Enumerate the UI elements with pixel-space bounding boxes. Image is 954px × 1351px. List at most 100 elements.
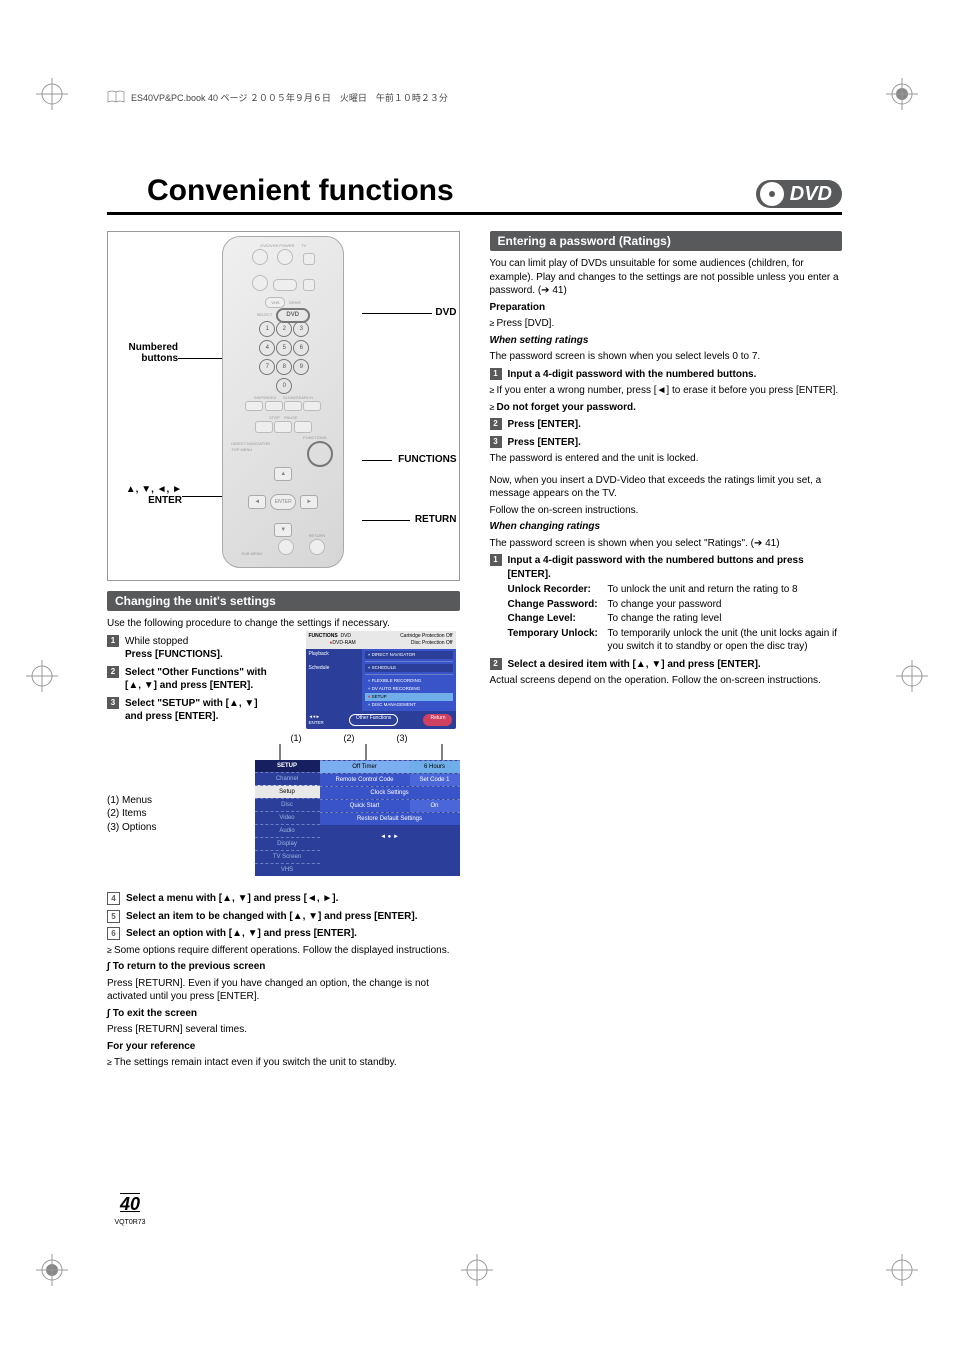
remote-diagram: DVD Numbered buttons FUNCTIONS ▲, ▼, ◄, … <box>107 231 460 581</box>
skip-l <box>245 401 263 411</box>
num-8: 8 <box>276 359 292 375</box>
step-num-1: 1 <box>490 554 502 566</box>
osd2-legend: (1) Menus (2) Items (3) Options <box>107 794 156 877</box>
step6-text: Select an option with [▲, ▼] and press [… <box>126 928 354 939</box>
left-column: DVD Numbered buttons FUNCTIONS ▲, ▼, ◄, … <box>107 231 460 1073</box>
step-4: 4 Select a menu with [▲, ▼] and press [◄… <box>107 892 460 906</box>
step-num-6: 6 <box>107 927 120 940</box>
prep-heading: Preparation <box>490 302 546 313</box>
right-after2b: Follow the on-screen instructions. <box>490 504 843 518</box>
prep-text: Press [DVD]. <box>490 317 843 331</box>
page-content: ES40VP&PC.book 40 ページ ２００５年９月６日 火曜日 午前１０… <box>107 90 842 1073</box>
num-0: 0 <box>276 378 292 394</box>
nav-left: ◄ <box>248 495 266 509</box>
when-changing-intro: The password screen is shown when you se… <box>490 537 843 551</box>
reg-mark-tr <box>886 78 918 110</box>
right-step1-text: Input a 4-digit password with the number… <box>508 368 757 382</box>
functions-button: FUNCTIONS <box>307 441 333 467</box>
num-2: 2 <box>276 321 292 337</box>
num-5: 5 <box>276 340 292 356</box>
step-3: 3 Select "SETUP" with [▲, ▼] and press [… <box>107 697 277 724</box>
right-step-2: 2 Press [ENTER]. <box>490 418 843 432</box>
reference-heading: For your reference <box>107 1041 195 1052</box>
step-1: 1 While stopped Press [FUNCTIONS]. <box>107 635 277 662</box>
step-num-2: 2 <box>490 418 502 430</box>
nav-up: ▲ <box>274 467 292 481</box>
step-num-4: 4 <box>107 892 120 905</box>
label-numbered: Numbered buttons <box>110 342 178 364</box>
reg-mark-tl <box>36 78 68 110</box>
section-heading-changing-settings: Changing the unit's settings <box>107 591 460 611</box>
osd-setup-screenshot: SETUP Channel Setup Disc Video Audio Dis… <box>255 760 460 877</box>
submenu-button <box>278 539 294 555</box>
dvd-badge-text: DVD <box>790 183 832 206</box>
file-meta-line: ES40VP&PC.book 40 ページ ２００５年９月６日 火曜日 午前１０… <box>107 90 842 104</box>
step-num-5: 5 <box>107 910 120 923</box>
book-icon <box>107 90 125 104</box>
btn-pause <box>274 421 292 433</box>
step-num-3: 3 <box>490 436 502 448</box>
file-meta-text: ES40VP&PC.book 40 ページ ２００５年９月６日 火曜日 午前１０… <box>131 91 448 104</box>
intro-text: Use the following procedure to change th… <box>107 617 460 631</box>
chg-step2-text: Select a desired item with [▲, ▼] and pr… <box>508 658 761 672</box>
num-4: 4 <box>259 340 275 356</box>
toreturn-text: Press [RETURN]. Even if you have changed… <box>107 977 460 1004</box>
chg-step-1: 1 Input a 4-digit password with the numb… <box>490 554 843 581</box>
page-number-value: 40 <box>100 1194 160 1215</box>
step-num-3: 3 <box>107 697 119 709</box>
step-num-1: 1 <box>490 368 502 380</box>
ch-button <box>303 279 315 291</box>
nav-right: ► <box>300 495 318 509</box>
reg-mark-br <box>886 1254 918 1286</box>
label-dvd: DVD <box>435 307 456 318</box>
remote-body: DVD/VHS POWER TV VHS DRIVESELECT DVD <box>222 236 344 568</box>
right-step-3: 3 Press [ENTER]. <box>490 436 843 450</box>
step-5: 5 Select an item to be changed with [▲, … <box>107 910 460 924</box>
right-step3-text: Press [ENTER]. <box>508 436 581 450</box>
btn-stop <box>255 421 273 433</box>
chg-step1-text: Input a 4-digit password with the number… <box>508 554 843 581</box>
leader-line <box>178 358 228 359</box>
search-l <box>284 401 302 411</box>
right-after2a: Now, when you insert a DVD-Video that ex… <box>490 474 843 501</box>
label-arrows: ▲, ▼, ◄, ► ENTER <box>110 484 182 506</box>
step1-pre: While stopped <box>125 636 188 647</box>
step6-note: Some options require different operation… <box>107 944 460 958</box>
step2-text: Select "Other Functions" with [▲, ▼] and… <box>125 666 277 693</box>
leader-lines-icon <box>260 744 460 760</box>
osd-functions-screenshot: FUNCTIONS DVD ●DVD-RAM Cartridge Protect… <box>306 631 456 729</box>
nav-down: ▼ <box>274 523 292 537</box>
num-1: 1 <box>259 321 275 337</box>
step-num-1: 1 <box>107 635 119 647</box>
step5-text: Select an item to be changed with [▲, ▼]… <box>126 911 415 922</box>
vhs-pill: VHS <box>265 297 285 308</box>
osd2-column-labels: (1) (2) (3) <box>107 732 408 744</box>
leader-line <box>362 520 410 521</box>
nav-pad: ▲ ▼ ◄ ► ENTER <box>248 467 318 537</box>
mute-button <box>252 275 268 291</box>
return-button <box>309 539 325 555</box>
reference-text: The settings remain intact even if you s… <box>107 1056 460 1070</box>
reg-mark-mr <box>896 660 928 692</box>
step-2: 2 Select "Other Functions" with [▲, ▼] a… <box>107 666 277 693</box>
right-step1-sub2: Do not forget your password. <box>496 402 635 413</box>
nav-enter: ENTER <box>270 494 296 510</box>
label-functions: FUNCTIONS <box>398 454 456 465</box>
step4-text: Select a menu with [▲, ▼] and press [◄, … <box>126 892 338 906</box>
plus-button <box>303 253 315 265</box>
right-intro: You can limit play of DVDs unsuitable fo… <box>490 257 843 298</box>
power-button <box>252 249 268 265</box>
skip-r <box>265 401 283 411</box>
number-grid: 1 2 3 4 5 6 7 8 9 0 <box>223 321 343 394</box>
step-num-2: 2 <box>107 666 119 678</box>
page-code: VQT0R73 <box>100 1219 160 1226</box>
num-3: 3 <box>293 321 309 337</box>
reg-mark-bl <box>36 1254 68 1286</box>
reg-mark-mc <box>461 1254 493 1286</box>
right-step3-after: The password is entered and the unit is … <box>490 452 843 466</box>
leader-line <box>362 460 392 461</box>
num-9: 9 <box>293 359 309 375</box>
leader-line <box>362 313 432 314</box>
toexit-heading: To exit the screen <box>113 1008 197 1019</box>
step1-text: Press [FUNCTIONS]. <box>125 649 223 660</box>
